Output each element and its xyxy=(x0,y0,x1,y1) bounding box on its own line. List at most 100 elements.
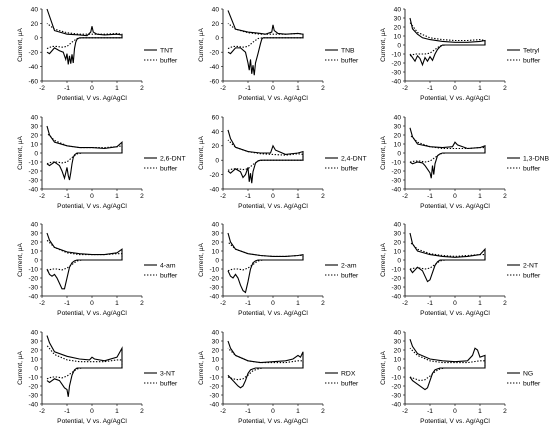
series-line-buffer xyxy=(227,139,304,171)
x-tick-label: 0 xyxy=(271,193,275,200)
y-tick-label: 30 xyxy=(212,230,220,237)
y-tick-label: -40 xyxy=(391,293,401,300)
x-tick-label: -1 xyxy=(245,300,251,307)
panel-2-4-dnt: 60 40 20 0 -20 -40-2 -1 0 1 2 Potential, V vs. Ag/… xyxy=(198,114,367,210)
legend-label-sample: 2-am xyxy=(341,262,357,269)
y-tick-label: -30 xyxy=(28,392,38,399)
x-tick-label: 0 xyxy=(90,300,94,307)
x-tick-label: -2 xyxy=(402,193,408,200)
legend-label-sample: RDX xyxy=(341,370,356,377)
y-tick-label: -10 xyxy=(391,159,401,166)
y-tick-label: 30 xyxy=(394,230,402,237)
legend-label-sample: 2,6-DNT xyxy=(160,155,186,162)
y-tick-label: -60 xyxy=(209,78,219,85)
y-tick-label: 10 xyxy=(394,141,402,148)
y-tick-label: 40 xyxy=(31,329,39,336)
x-axis-title: Potential, V vs. Ag/AgCl xyxy=(238,203,308,210)
x-axis-title: Potential, V vs. Ag/AgCl xyxy=(420,203,490,210)
legend-label-sample: Tetryl xyxy=(523,47,540,54)
y-tick-label: -20 xyxy=(209,50,219,57)
y-tick-label: -60 xyxy=(28,78,38,85)
x-tick-label: -1 xyxy=(64,193,70,200)
series-line-2-4-dnt xyxy=(227,129,304,184)
x-tick-label: -1 xyxy=(427,408,433,415)
y-tick-label: 0 xyxy=(34,150,38,157)
x-tick-label: 2 xyxy=(503,300,507,307)
legend-label-buffer: buffer xyxy=(160,272,178,279)
y-tick-label: -40 xyxy=(391,186,401,193)
y-axis-title: Current, μA xyxy=(380,242,387,276)
x-tick-label: -2 xyxy=(220,300,226,307)
y-tick-label: -40 xyxy=(391,78,401,85)
x-tick-label: 1 xyxy=(296,408,300,415)
y-tick-label: -20 xyxy=(209,275,219,282)
series-line-buffer xyxy=(409,241,486,270)
y-tick-label: -40 xyxy=(28,401,38,408)
x-tick-label: 2 xyxy=(140,85,144,92)
series-line-ng xyxy=(409,339,486,391)
x-tick-label: -1 xyxy=(64,300,70,307)
legend: 2,4-DNT buffer xyxy=(325,155,367,172)
legend-label-sample: TNB xyxy=(341,47,355,54)
y-tick-label: 20 xyxy=(394,347,402,354)
x-tick-label: 0 xyxy=(90,408,94,415)
x-tick-label: 1 xyxy=(115,85,119,92)
y-tick-label: -30 xyxy=(391,177,401,184)
x-tick-label: 2 xyxy=(321,85,325,92)
legend-label-sample: 1,3-DNB xyxy=(523,155,550,162)
x-axis-title: Potential, V vs. Ag/AgCl xyxy=(238,95,308,102)
x-tick-label: -2 xyxy=(220,193,226,200)
y-tick-label: -20 xyxy=(391,383,401,390)
series-line-tnt xyxy=(46,8,123,65)
series-line-buffer xyxy=(409,134,486,163)
y-tick-label: 0 xyxy=(397,365,401,372)
x-tick-label: -2 xyxy=(402,85,408,92)
x-tick-label: 0 xyxy=(453,408,457,415)
x-tick-label: -2 xyxy=(402,300,408,307)
x-tick-label: 0 xyxy=(453,193,457,200)
x-axis-title: Potential, V vs. Ag/AgCl xyxy=(420,418,490,425)
y-tick-label: 0 xyxy=(215,257,219,264)
y-tick-label: 0 xyxy=(34,365,38,372)
x-tick-label: -1 xyxy=(64,85,70,92)
y-tick-label: -10 xyxy=(28,266,38,273)
x-tick-label: 2 xyxy=(321,300,325,307)
y-tick-label: 30 xyxy=(212,338,220,345)
x-tick-label: 2 xyxy=(503,193,507,200)
y-tick-label: -10 xyxy=(391,374,401,381)
y-tick-label: 0 xyxy=(215,158,219,165)
y-tick-label: -40 xyxy=(209,186,219,193)
legend: 4-am buffer xyxy=(144,262,178,279)
y-tick-label: 40 xyxy=(31,6,39,13)
x-tick-label: 0 xyxy=(90,85,94,92)
y-tick-label: 30 xyxy=(394,123,402,130)
y-tick-label: 10 xyxy=(212,356,220,363)
y-tick-label: 20 xyxy=(31,347,39,354)
legend: 2-NT buffer xyxy=(507,262,541,279)
y-tick-label: -10 xyxy=(391,266,401,273)
series-line-tetryl xyxy=(409,17,486,67)
y-tick-label: -10 xyxy=(28,159,38,166)
x-axis-title: Potential, V vs. Ag/AgCl xyxy=(57,418,127,425)
y-tick-label: 20 xyxy=(31,239,39,246)
y-tick-label: -30 xyxy=(209,284,219,291)
y-tick-label: 10 xyxy=(394,248,402,255)
panel-tnb: 40 20 0 -20 -40 -60-2 -1 0 1 2 Potential, V vs. Ag… xyxy=(198,6,359,102)
legend: TNT buffer xyxy=(144,47,178,64)
series-line-buffer xyxy=(227,22,304,50)
y-tick-label: 0 xyxy=(34,257,38,264)
series-line-buffer xyxy=(409,22,486,57)
y-axis-title: Current, μA xyxy=(17,350,24,384)
x-tick-label: -2 xyxy=(39,85,45,92)
y-tick-label: -20 xyxy=(391,275,401,282)
y-axis-title: Current, μA xyxy=(17,242,24,276)
y-tick-label: -40 xyxy=(209,401,219,408)
y-tick-label: 30 xyxy=(394,15,402,22)
series-line-tnb xyxy=(227,10,304,76)
x-tick-label: 1 xyxy=(115,300,119,307)
series-line-buffer xyxy=(409,347,486,382)
legend-label-buffer: buffer xyxy=(341,380,359,387)
series-line-rdx xyxy=(227,340,304,389)
